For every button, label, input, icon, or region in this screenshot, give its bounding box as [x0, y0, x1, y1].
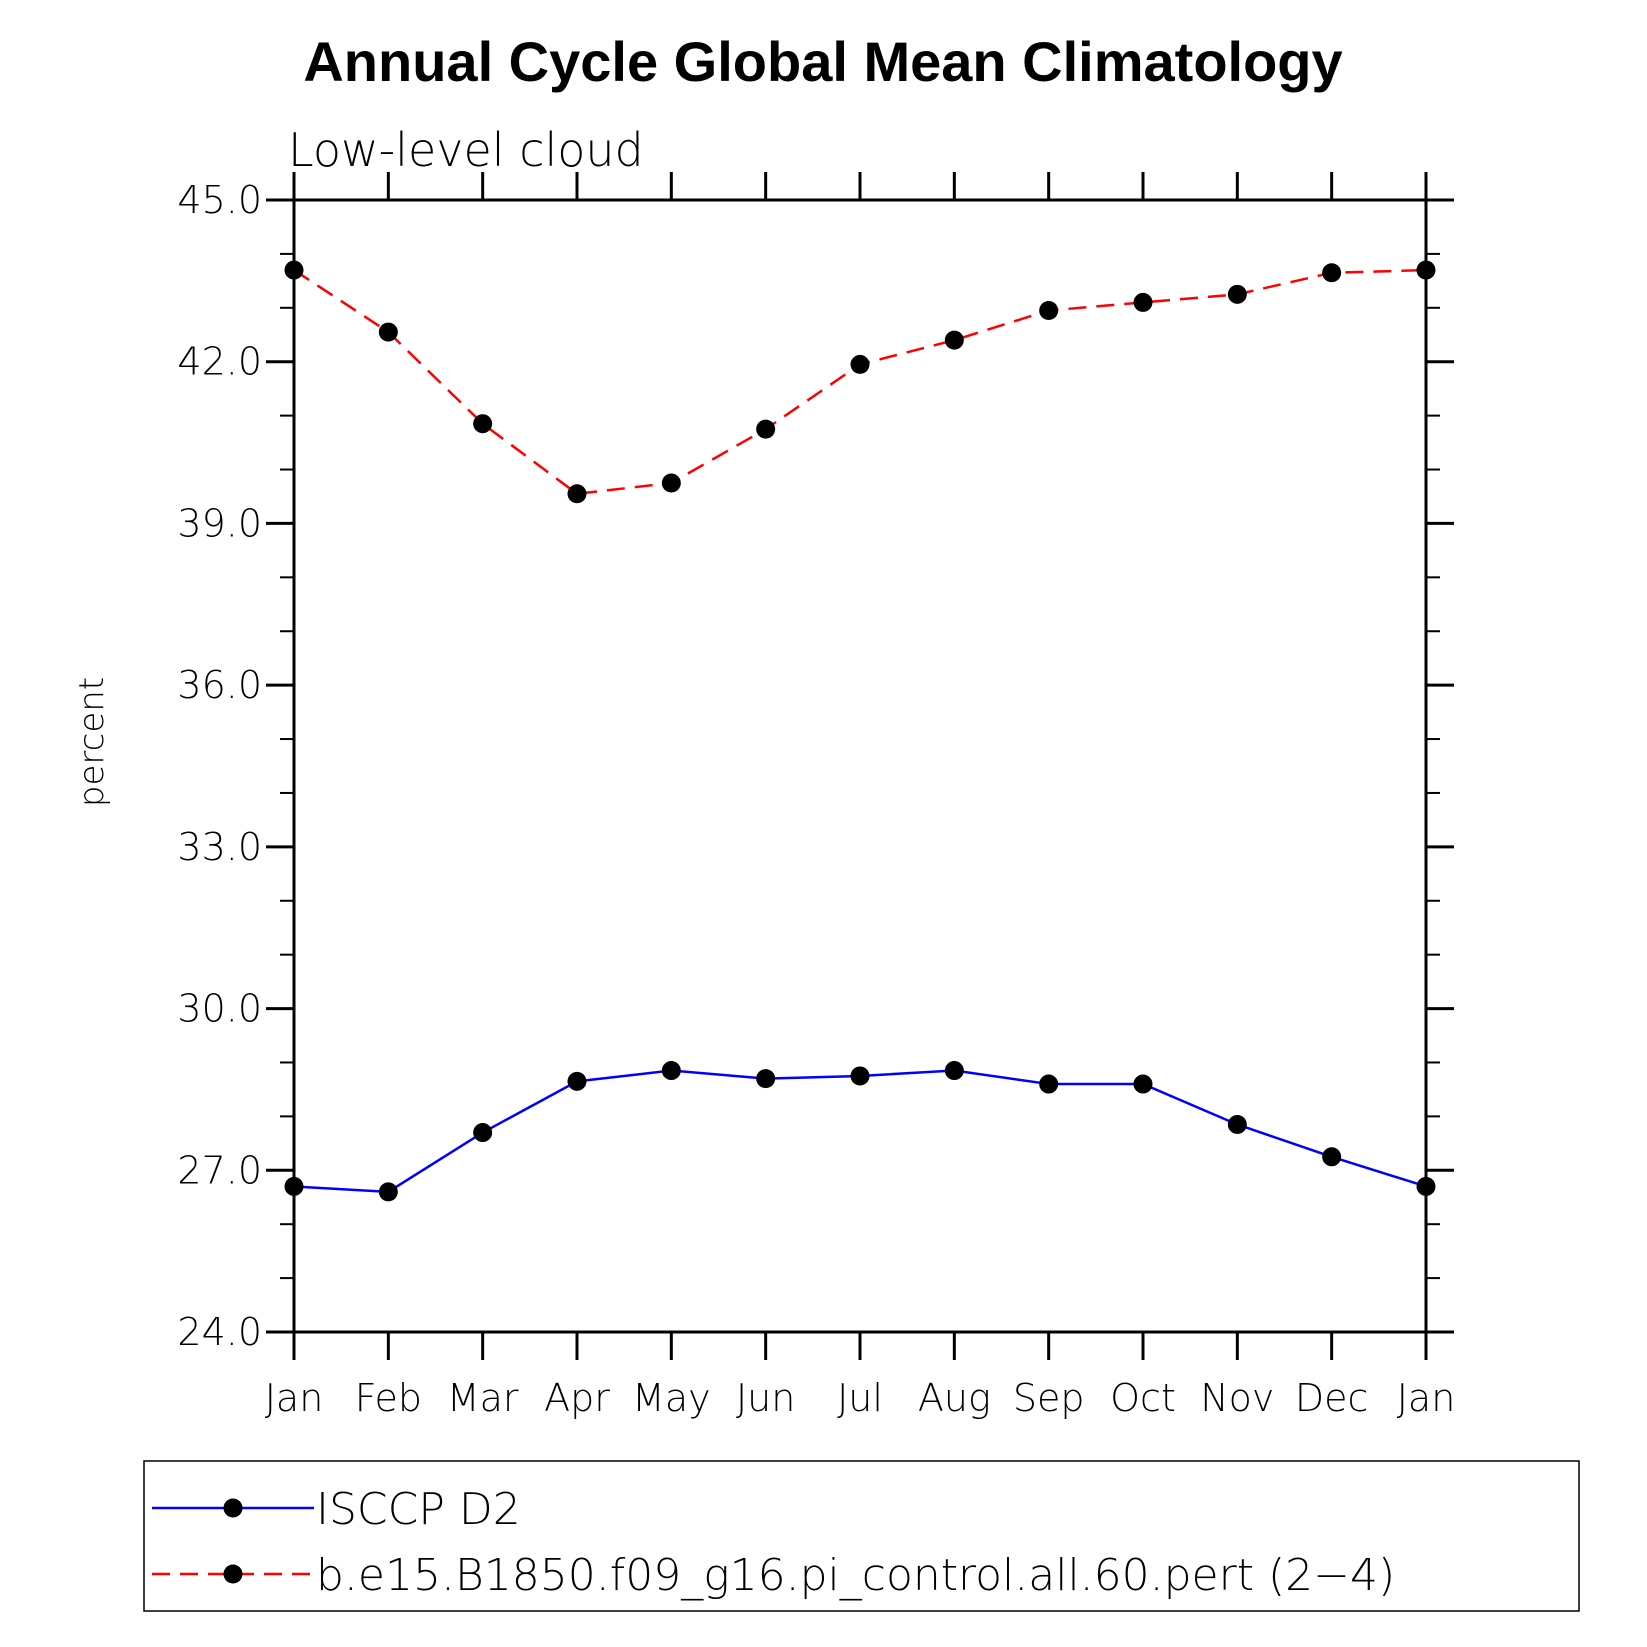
x-axis: Jan Feb Mar Apr May Jun Jul Aug Sep Oct Nov Dec Jan [265, 172, 1456, 1420]
data-point-series-1 [850, 1066, 870, 1086]
x-tick-label: Sep [1013, 1376, 1085, 1420]
data-point-series-2 [756, 419, 776, 439]
legend-marker-2 [223, 1564, 243, 1584]
data-point-series-1 [284, 1176, 304, 1196]
data-point-series-2 [1039, 301, 1059, 321]
data-point-series-1 [661, 1061, 681, 1081]
x-tick-label: Oct [1110, 1376, 1176, 1420]
series-layer [284, 260, 1436, 1202]
data-point-series-1 [378, 1182, 398, 1202]
chart-subtitle: Low-level cloud [288, 123, 644, 177]
y-axis: 24.0 27.0 30.0 33.0 36.0 39.0 42.0 45.0 [177, 178, 1454, 1354]
data-point-series-2 [661, 473, 681, 493]
data-point-series-2 [567, 484, 587, 504]
data-point-series-2 [473, 414, 493, 434]
x-tick-label: Mar [447, 1376, 519, 1420]
x-tick-label: Apr [544, 1376, 610, 1420]
x-tick-label: Jan [1397, 1376, 1456, 1420]
data-point-series-1 [944, 1061, 964, 1081]
y-tick-label: 30.0 [177, 987, 262, 1031]
data-point-series-2 [850, 354, 870, 374]
x-tick-label: Nov [1200, 1376, 1274, 1420]
y-tick-label: 24.0 [177, 1310, 262, 1354]
x-tick-label: Jun [736, 1376, 795, 1420]
data-point-series-2 [1322, 263, 1342, 283]
x-tick-label: Jan [265, 1376, 324, 1420]
data-point-series-1 [1322, 1147, 1342, 1167]
legend: ISCCP D2 b.e15.B1850.f09_g16.pi_control.a… [143, 1460, 1580, 1612]
data-point-series-1 [756, 1069, 776, 1089]
data-point-series-1 [1133, 1074, 1153, 1094]
y-tick-label: 33.0 [177, 825, 262, 869]
y-tick-label: 36.0 [177, 663, 262, 707]
legend-box [143, 1460, 1580, 1612]
data-point-series-2 [1227, 284, 1247, 304]
x-tick-label: Feb [355, 1376, 422, 1420]
x-tick-label: May [632, 1376, 711, 1420]
data-point-series-2 [1133, 292, 1153, 312]
y-tick-label: 45.0 [177, 178, 262, 222]
data-point-series-1 [1227, 1114, 1247, 1134]
legend-label-2: b.e15.B1850.f09_g16.pi_control.all.60.pe… [316, 1550, 1395, 1601]
legend-marker-1 [223, 1498, 243, 1518]
data-point-series-1 [473, 1123, 493, 1143]
x-tick-label: Aug [918, 1376, 991, 1420]
series-line-2 [293, 268, 1427, 496]
chart-title: Annual Cycle Global Mean Climatology [303, 30, 1342, 93]
x-tick-label: Dec [1295, 1376, 1369, 1420]
data-point-series-1 [1039, 1074, 1059, 1094]
y-tick-label: 27.0 [177, 1148, 262, 1192]
data-point-series-1 [567, 1071, 587, 1091]
x-tick-label: Jul [837, 1376, 883, 1420]
y-tick-label: 39.0 [177, 501, 262, 545]
y-axis-label: percent [72, 677, 112, 807]
y-tick-label: 42.0 [177, 340, 262, 384]
data-point-series-2 [944, 330, 964, 350]
data-point-series-2 [378, 322, 398, 342]
legend-label-1: ISCCP D2 [316, 1484, 521, 1535]
data-point-series-1 [1416, 1176, 1436, 1196]
data-point-series-2 [284, 260, 304, 280]
data-point-series-2 [1416, 260, 1436, 280]
series-line-1 [293, 1069, 1427, 1194]
